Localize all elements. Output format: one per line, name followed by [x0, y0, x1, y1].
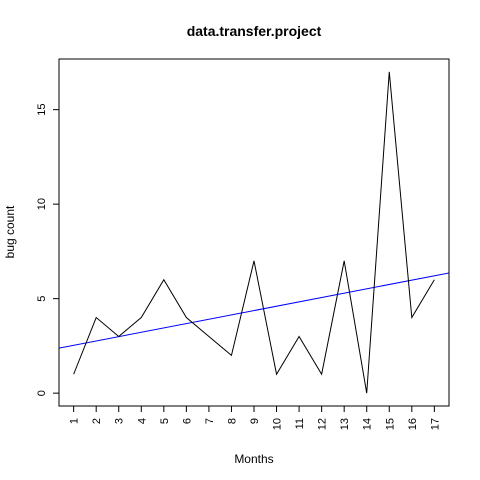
x-tick-label: 9: [249, 418, 261, 424]
x-tick-label: 2: [91, 418, 103, 424]
x-tick-label: 13: [339, 418, 351, 430]
x-tick-label: 4: [136, 418, 148, 424]
y-tick-label: 5: [36, 296, 48, 302]
x-tick-label: 5: [159, 418, 171, 424]
y-axis-label: bug count: [3, 205, 17, 258]
chart-title: data.transfer.project: [187, 23, 322, 39]
x-tick-label: 8: [226, 418, 238, 424]
plot-frame: [58, 58, 450, 407]
x-axis-label: Months: [234, 452, 273, 466]
x-tick-label: 17: [429, 418, 441, 430]
x-tick-label: 3: [114, 418, 126, 424]
y-tick-label: 10: [36, 198, 48, 210]
x-tick-label: 16: [407, 418, 419, 430]
trend-line: [59, 272, 449, 349]
y-tick-label: 0: [36, 390, 48, 396]
x-tick-label: 11: [294, 418, 306, 429]
x-tick-label: 7: [204, 418, 216, 424]
x-tick-label: 6: [181, 418, 193, 424]
x-tick-label: 10: [272, 418, 284, 430]
x-axis: 1 2 3 4 5 6 7 8 9 10 11 12 13 14 15 16 17: [69, 406, 441, 430]
x-tick-label: 12: [317, 418, 329, 430]
y-axis: 0 5 10 15: [36, 104, 59, 396]
x-tick-label: 1: [69, 418, 81, 424]
x-tick-label: 15: [384, 418, 396, 430]
plot-area: [59, 71, 449, 394]
x-tick-label: 14: [362, 418, 374, 430]
y-tick-label: 15: [36, 104, 48, 116]
series-line-0: [73, 71, 435, 394]
